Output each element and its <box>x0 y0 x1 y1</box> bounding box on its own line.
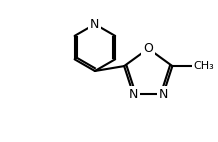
Text: N: N <box>129 88 138 101</box>
Text: N: N <box>90 18 100 31</box>
Text: N: N <box>158 88 168 101</box>
Text: CH₃: CH₃ <box>194 61 215 71</box>
Text: O: O <box>143 42 153 55</box>
